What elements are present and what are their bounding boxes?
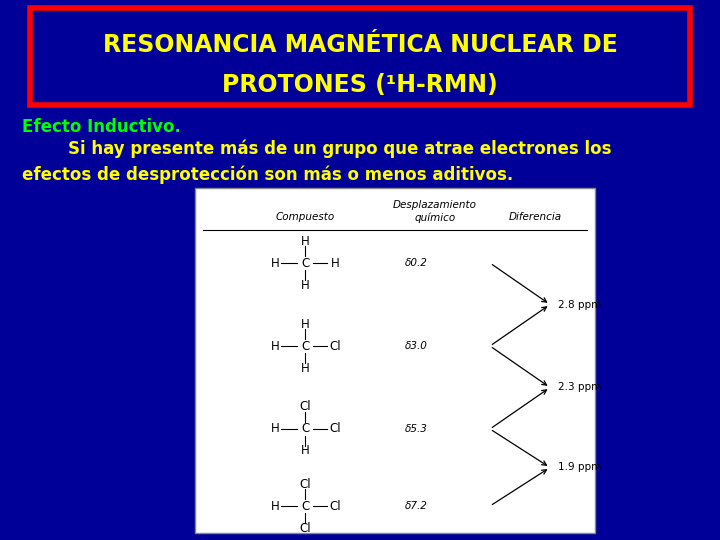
Text: H: H <box>301 444 310 457</box>
Text: Cl: Cl <box>300 522 311 535</box>
Text: Desplazamiento: Desplazamiento <box>393 200 477 210</box>
Text: H: H <box>330 256 339 269</box>
Text: Cl: Cl <box>329 500 341 512</box>
Text: químico: químico <box>415 212 456 222</box>
Text: H: H <box>271 256 279 269</box>
Text: C: C <box>301 256 309 269</box>
Bar <box>30 8 690 105</box>
Text: Cl: Cl <box>300 477 311 490</box>
Text: δ0.2: δ0.2 <box>405 258 428 268</box>
Text: H: H <box>271 340 279 353</box>
Text: C: C <box>301 340 309 353</box>
Text: H: H <box>271 500 279 512</box>
Text: H: H <box>301 279 310 292</box>
Text: Cl: Cl <box>300 401 311 414</box>
Text: δ5.3: δ5.3 <box>405 424 428 434</box>
Text: 2.3 ppm: 2.3 ppm <box>558 382 601 393</box>
Text: 1.9 ppm: 1.9 ppm <box>558 462 601 472</box>
Text: efectos de desprotección son más o menos aditivos.: efectos de desprotección son más o menos… <box>22 165 513 184</box>
Text: H: H <box>301 318 310 330</box>
Text: Compuesto: Compuesto <box>275 212 335 222</box>
Text: δ7.2: δ7.2 <box>405 501 428 511</box>
Text: 2.8 ppm: 2.8 ppm <box>558 300 601 309</box>
Text: H: H <box>271 422 279 435</box>
Text: Cl: Cl <box>329 422 341 435</box>
Text: PROTONES (¹H-RMN): PROTONES (¹H-RMN) <box>222 73 498 97</box>
Text: RESONANCIA MAGNÉTICA NUCLEAR DE: RESONANCIA MAGNÉTICA NUCLEAR DE <box>102 33 618 57</box>
Text: Efecto Inductivo.: Efecto Inductivo. <box>22 118 181 136</box>
Text: H: H <box>301 361 310 375</box>
Text: Diferencia: Diferencia <box>508 212 562 222</box>
Text: Si hay presente más de un grupo que atrae electrones los: Si hay presente más de un grupo que atra… <box>22 140 611 159</box>
Bar <box>195 188 595 533</box>
Text: C: C <box>301 422 309 435</box>
Text: H: H <box>301 234 310 247</box>
Text: δ3.0: δ3.0 <box>405 341 428 351</box>
Text: C: C <box>301 500 309 512</box>
Text: Cl: Cl <box>329 340 341 353</box>
